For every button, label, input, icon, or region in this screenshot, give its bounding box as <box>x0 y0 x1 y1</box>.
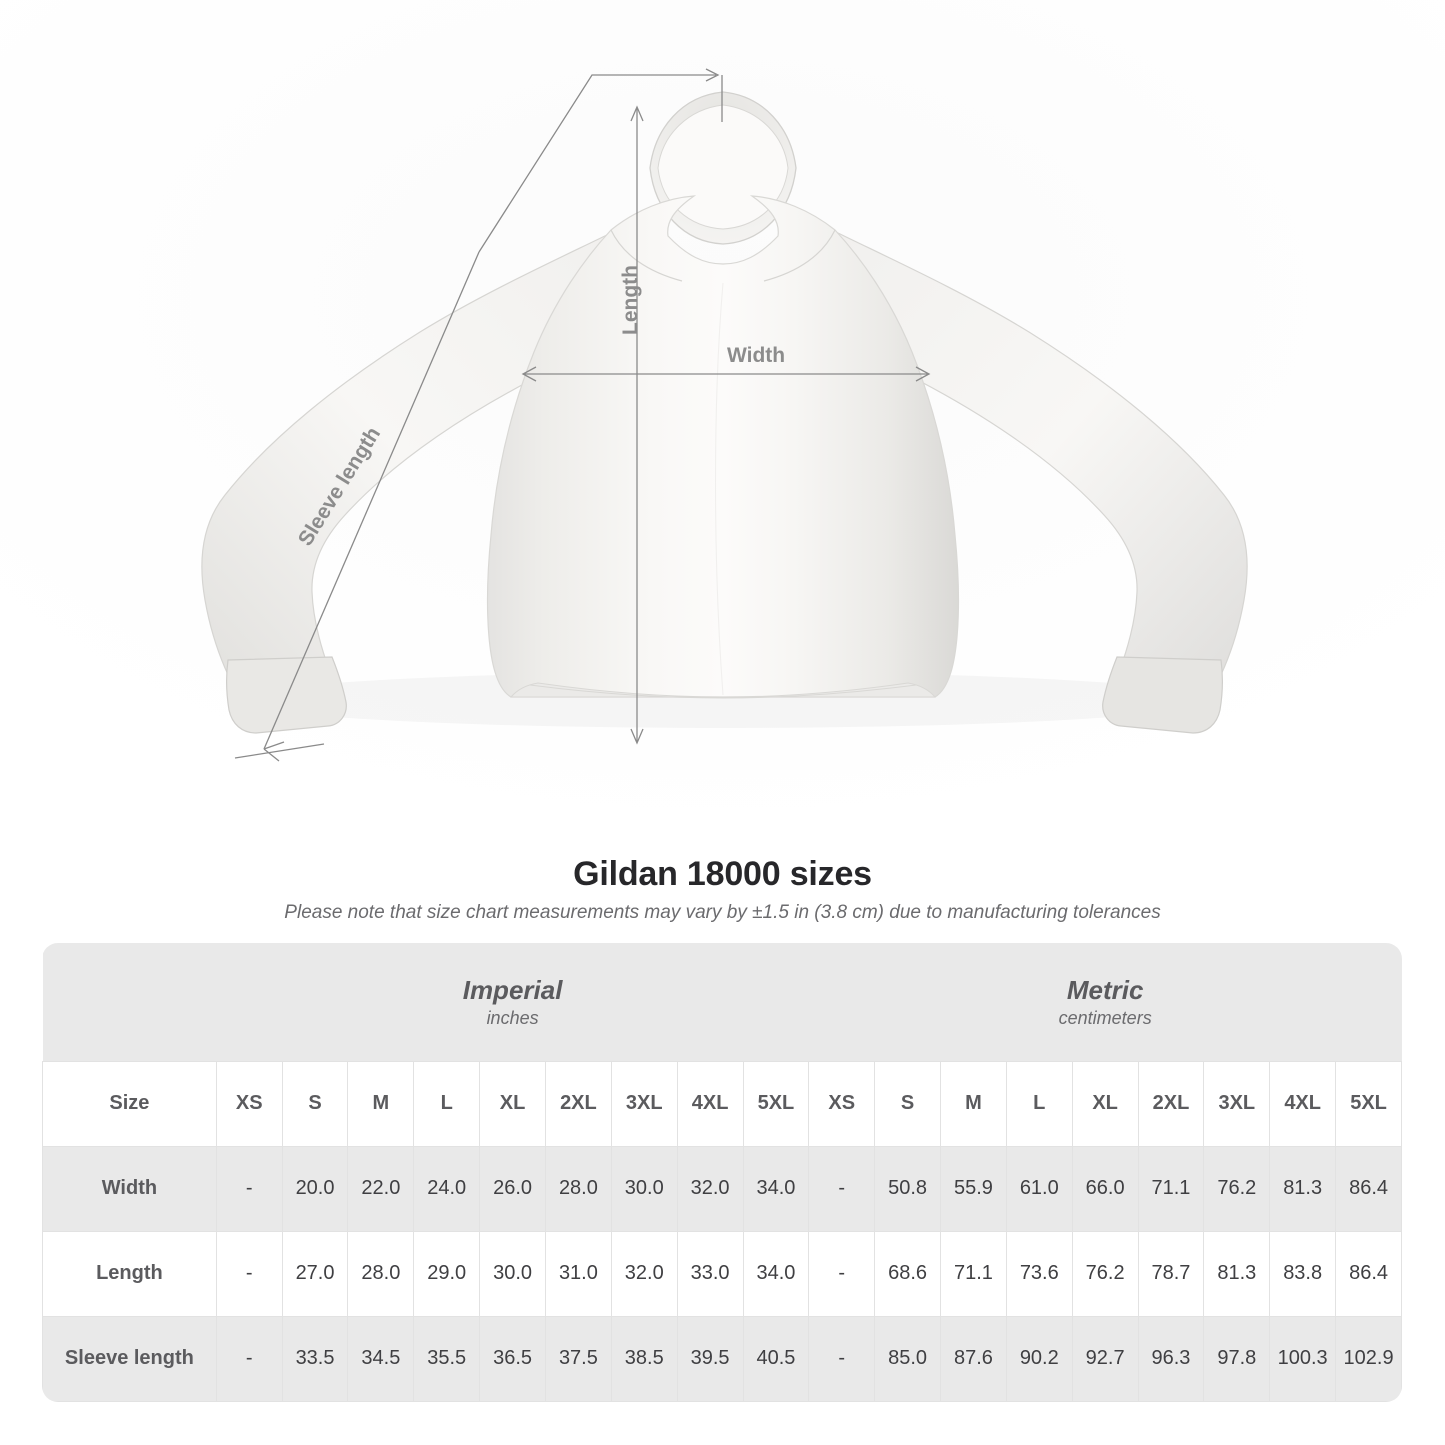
svg-text:Length: Length <box>619 265 642 335</box>
svg-text:Width: Width <box>727 344 785 367</box>
